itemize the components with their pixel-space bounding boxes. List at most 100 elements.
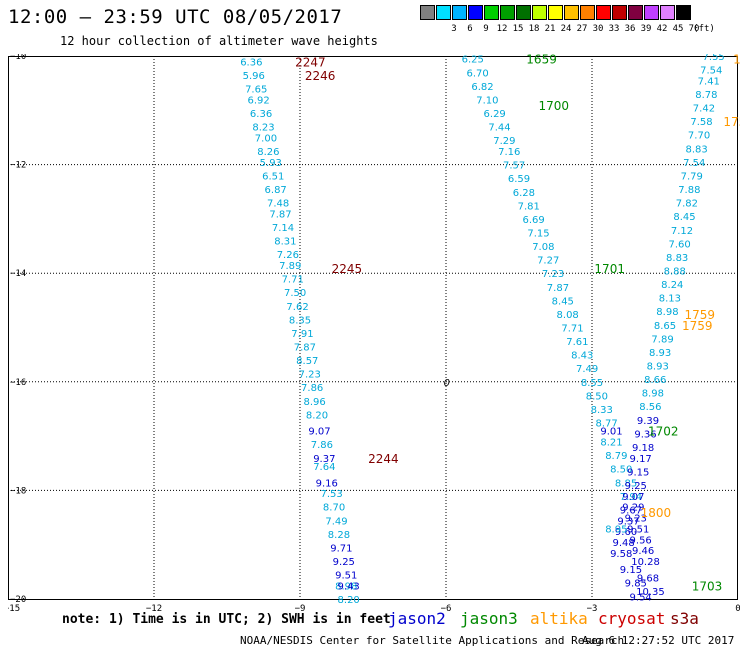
- legend-swatch: [644, 5, 659, 20]
- pass-time-label: 1800: [641, 506, 672, 520]
- swh-value: 7.87: [547, 283, 569, 294]
- swh-value: 5.96: [243, 71, 265, 82]
- pass-time-label: 1659: [526, 54, 557, 67]
- swh-value: 6.59: [508, 174, 530, 185]
- swh-value: 9.56: [630, 535, 652, 546]
- swh-value: 6.28: [513, 188, 535, 199]
- swh-value: 8.24: [661, 280, 683, 291]
- pass-time-label: 1759: [682, 319, 713, 333]
- swh-value: 9.58: [610, 549, 632, 560]
- pass-time-label: 1: [733, 54, 740, 67]
- swh-value: 8.70: [323, 503, 345, 514]
- lat-tick-label: −12: [10, 161, 26, 171]
- lat-tick-label: −20: [10, 595, 26, 605]
- lon-tick-label: −6: [441, 604, 452, 614]
- legend-label: 70: [688, 24, 700, 34]
- swh-value: 9.01: [600, 427, 622, 438]
- swh-value: 8.35: [289, 315, 311, 326]
- pass-time-label: 1759: [684, 308, 715, 322]
- legend-label: 39: [640, 24, 652, 34]
- swh-value: 8.85: [615, 478, 637, 489]
- satellite-legend-cryosat: cryosat: [598, 609, 666, 628]
- swh-value: 9.71: [330, 543, 352, 554]
- swh-value: 7.71: [561, 324, 583, 335]
- pass-time-label: 2247: [295, 55, 326, 69]
- swh-value: 8.98: [656, 307, 678, 318]
- swh-value: 9.46: [632, 546, 654, 557]
- swh-value: 7.91: [291, 329, 313, 340]
- legend-swatch: [532, 5, 547, 20]
- swh-value: 7.49: [325, 516, 347, 527]
- legend-swatch: [468, 5, 483, 20]
- swh-value: 6.92: [248, 95, 270, 106]
- swh-value: 7.94: [620, 492, 642, 503]
- generated-timestamp: Aug 6 12:27:52 UTC 2017: [582, 634, 735, 647]
- swh-value: 8.23: [252, 123, 274, 134]
- swh-value: 8.96: [303, 397, 325, 408]
- swh-value: 7.81: [518, 201, 540, 212]
- legend-swatch: [436, 5, 451, 20]
- legend-label: 9: [483, 24, 489, 34]
- swh-value: 9.51: [335, 571, 357, 582]
- swh-value: 7.10: [476, 95, 498, 106]
- satellite-legend-s3a: s3a: [670, 609, 699, 628]
- swh-value: 9.07: [308, 427, 330, 438]
- swh-value: 8.21: [600, 438, 622, 449]
- legend-label: 6: [467, 24, 473, 34]
- lat-tick-label: −14: [10, 269, 26, 279]
- swh-value: 10.35: [636, 587, 665, 598]
- swh-value: 7.16: [498, 147, 520, 158]
- satellite-legend-altika: altika: [530, 609, 588, 628]
- pass-time-label: 1700: [538, 99, 569, 113]
- swh-value: 9.51: [627, 524, 649, 535]
- swh-value: 7.60: [668, 239, 690, 250]
- lat-tick-label: −18: [10, 486, 26, 496]
- pass-time-label: 2246: [305, 69, 336, 83]
- swh-value: 9.36: [634, 429, 656, 440]
- swh-value: 7.79: [681, 171, 703, 182]
- legend-swatch: [580, 5, 595, 20]
- swh-value: 8.50: [586, 391, 608, 402]
- map-title: 12:00 — 23:59 UTC 08/05/2017: [8, 6, 343, 28]
- legend-label: 33: [608, 24, 620, 34]
- legend-label: 12: [496, 24, 508, 34]
- swh-value: 8.88: [664, 266, 686, 277]
- pass-time-label: 2244: [368, 452, 399, 466]
- swh-value: 8.77: [595, 419, 617, 430]
- lat-tick-label: −10: [10, 54, 26, 62]
- satellite-legend-jason3: jason3: [460, 609, 518, 628]
- legend-label: 27: [576, 24, 588, 34]
- swh-value: 7.61: [566, 337, 588, 348]
- swh-value: 8.78: [695, 90, 717, 101]
- swh-value: 10.28: [631, 557, 660, 568]
- swh-value: 9.29: [622, 503, 644, 514]
- legend-swatch: [548, 5, 563, 20]
- swh-value: 7.12: [671, 226, 693, 237]
- legend-swatch: [596, 5, 611, 20]
- credit-line: NOAA/NESDIS Center for Satellite Applica…: [240, 634, 625, 647]
- swh-value: 7.89: [651, 334, 673, 345]
- swh-value: 7.42: [693, 104, 715, 115]
- swh-value: 7.23: [542, 269, 564, 280]
- legend-label: 42: [656, 24, 668, 34]
- swh-value: 9.67: [620, 505, 642, 516]
- swh-value: 8.31: [274, 237, 296, 248]
- map-subtitle: 12 hour collection of altimeter wave hei…: [60, 34, 378, 48]
- swh-value: 8.93: [649, 348, 671, 359]
- swh-value: 8.26: [257, 147, 279, 158]
- swh-value: 8.66: [644, 375, 666, 386]
- swh-value: 9.15: [620, 565, 642, 576]
- pass-time-label: 1702: [648, 425, 679, 439]
- swh-value: 7.88: [678, 185, 700, 196]
- swh-value: 7.64: [313, 462, 335, 473]
- legend-swatch: [452, 5, 467, 20]
- swh-value: 7.27: [537, 256, 559, 267]
- lon-tick-label: 0: [735, 604, 740, 614]
- swh-value: 8.83: [666, 253, 688, 264]
- swh-value: 8.28: [328, 530, 350, 541]
- legend-swatch: [676, 5, 691, 20]
- swh-value: 6.25: [462, 55, 484, 66]
- swh-value: 9.85: [625, 579, 647, 590]
- pass-time-label: 2245: [332, 262, 363, 276]
- swh-value: 6.29: [484, 109, 506, 120]
